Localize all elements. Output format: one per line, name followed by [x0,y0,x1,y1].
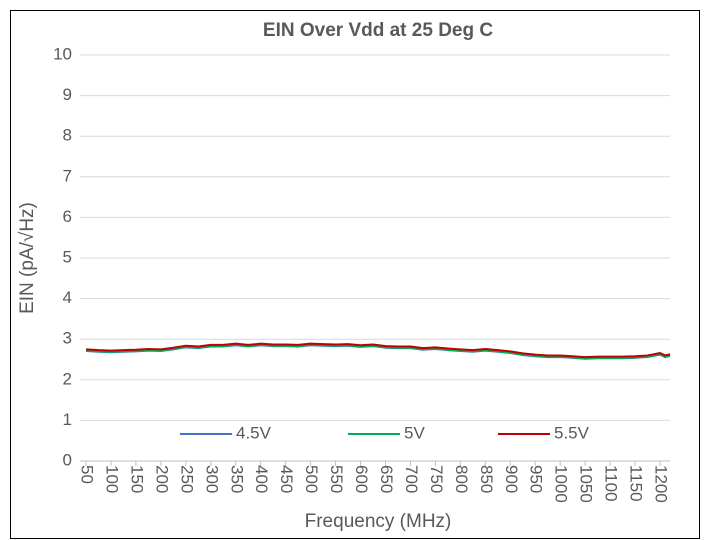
x-tick-label: 700 [402,465,421,493]
y-tick-label: 2 [63,369,72,388]
x-tick-label: 800 [452,465,471,493]
x-tick-label: 50 [78,465,97,484]
legend-label: 4.5V [236,423,272,442]
x-tick-label: 300 [202,465,221,493]
x-tick-label: 350 [227,465,246,493]
legend-label: 5.5V [554,423,590,442]
y-tick-label: 8 [63,126,72,145]
y-tick-label: 3 [63,329,72,348]
series-line [85,343,671,360]
x-tick-label: 400 [252,465,271,493]
chart-border [10,10,700,539]
x-tick-label: 950 [527,465,546,493]
x-tick-label: 550 [327,465,346,493]
x-tick-label: 900 [502,465,521,493]
y-tick-label: 4 [63,288,72,307]
chart-title: EIN Over Vdd at 25 Deg C [263,20,493,41]
x-tick-label: 200 [152,465,171,493]
x-tick-label: 850 [477,465,496,493]
x-tick-label: 650 [377,465,396,493]
y-tick-label: 6 [63,207,72,226]
x-tick-label: 250 [177,465,196,493]
y-tick-label: 7 [63,166,72,185]
x-tick-label: 150 [127,465,146,493]
legend-label: 5V [404,423,425,442]
y-tick-label: 10 [53,44,72,63]
x-tick-label: 1050 [577,465,596,503]
x-tick-label: 1100 [602,465,621,502]
x-tick-label: 500 [302,465,321,493]
x-tick-label: 1000 [552,465,571,503]
y-tick-label: 1 [63,410,72,429]
x-tick-label: 600 [352,465,371,493]
x-tick-label: 1150 [627,465,646,502]
x-tick-label: 450 [277,465,296,493]
x-tick-label: 100 [102,465,121,493]
x-tick-label: 750 [427,465,446,493]
y-tick-label: 5 [63,247,72,266]
x-axis-title: Frequency (MHz) [305,511,452,532]
y-axis-title: EIN (pA/√Hz) [17,202,38,314]
y-tick-label: 0 [63,450,72,469]
y-tick-label: 9 [63,85,72,104]
series-line [85,342,671,359]
x-tick-label: 1200 [652,465,671,503]
